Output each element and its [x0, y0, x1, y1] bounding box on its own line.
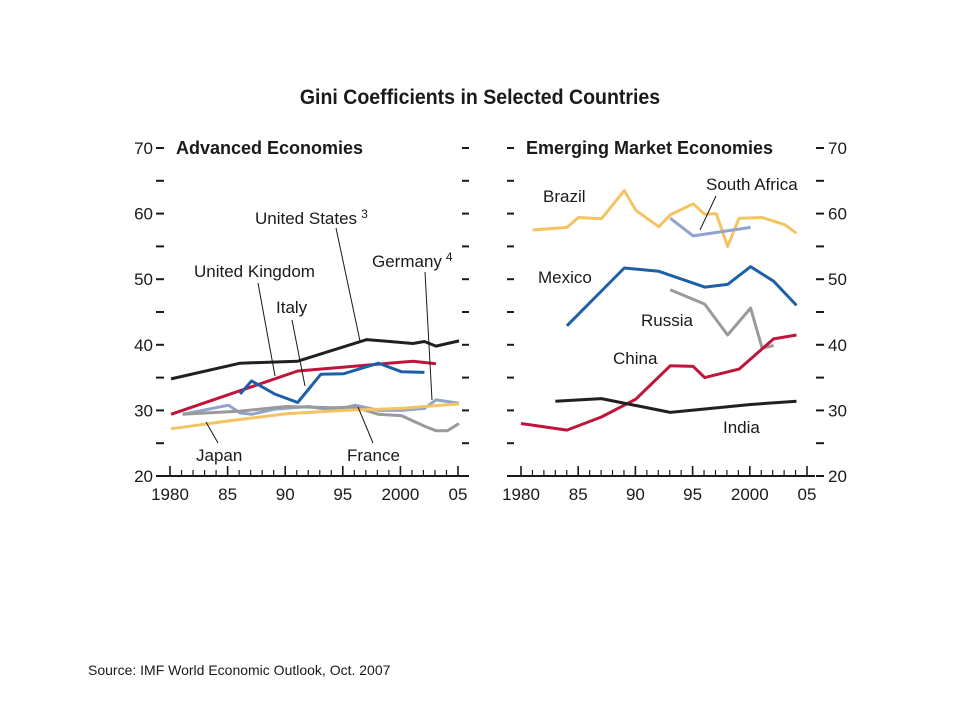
adv-x-tick-label-2000: 2000 — [381, 485, 419, 504]
series-name: France — [347, 446, 400, 465]
series-name: Italy — [276, 298, 308, 317]
footnote-marker: 4 — [446, 250, 453, 264]
adv-leader-japan — [205, 421, 219, 444]
adv-series-line-united-states — [170, 338, 460, 381]
emg-series-line-india — [555, 397, 797, 414]
emg-x-tick-label-1980: 1980 — [502, 485, 540, 504]
emg-series-label-mexico: Mexico — [538, 268, 592, 287]
adv-leader-italy — [291, 319, 306, 387]
emg-series-label-south-africa: South Africa — [706, 175, 798, 194]
panel-emerging-market-economies: Emerging Market Economies 20 30 40 50 60 70 19… — [502, 138, 847, 504]
panel-advanced-economies: Advanced Economies 20 30 40 50 60 70 1980 85 90 9… — [134, 138, 469, 504]
adv-y-tick-label-60: 60 — [134, 205, 153, 224]
adv-y-tick-label-30: 30 — [134, 401, 153, 420]
series-name: Japan — [196, 446, 242, 465]
adv-x-tick-label-05: 05 — [449, 485, 468, 504]
series-name: Russia — [641, 311, 694, 330]
adv-leader-united-states — [335, 227, 361, 342]
adv-x-tick-label-95: 95 — [333, 485, 352, 504]
adv-x-tick-label-90: 90 — [276, 485, 295, 504]
emg-series-line-china — [520, 333, 797, 432]
series-name: South Africa — [706, 175, 798, 194]
series-name: India — [723, 418, 760, 437]
series-name: United States — [255, 209, 357, 228]
emg-y-tick-label-70: 70 — [828, 139, 847, 158]
series-name: United Kingdom — [194, 262, 315, 281]
adv-leader-germany — [424, 271, 433, 401]
adv-series-label-japan: Japan — [196, 446, 242, 465]
emg-y-tick-label-40: 40 — [828, 336, 847, 355]
adv-y-tick-label-70: 70 — [134, 139, 153, 158]
series-name: Mexico — [538, 268, 592, 287]
emg-series-label-india: India — [723, 418, 760, 437]
adv-y-tick-label-40: 40 — [134, 336, 153, 355]
source-note: Source: IMF World Economic Outlook, Oct.… — [88, 662, 391, 678]
adv-y-tick-label-50: 50 — [134, 270, 153, 289]
adv-x-tick-label-85: 85 — [218, 485, 237, 504]
adv-series-label-italy: Italy — [276, 298, 308, 317]
adv-series-line-france — [182, 405, 460, 433]
adv-leader-united-kingdom — [257, 282, 276, 377]
emg-x-tick-label-85: 85 — [569, 485, 588, 504]
adv-series-label-germany: Germany 4 — [372, 250, 453, 271]
adv-y-tick-label-20: 20 — [134, 467, 153, 486]
emg-x-tick-label-05: 05 — [798, 485, 817, 504]
emg-series-label-brazil: Brazil — [543, 187, 586, 206]
adv-series-label-united-kingdom: United Kingdom — [194, 262, 315, 281]
emg-series-label-russia: Russia — [641, 311, 694, 330]
emg-x-tick-label-95: 95 — [683, 485, 702, 504]
adv-leader-france — [357, 406, 374, 444]
emg-x-tick-label-90: 90 — [626, 485, 645, 504]
chart-title: Gini Coefficients in Selected Countries — [299, 86, 661, 109]
adv-series-line-italy — [238, 361, 425, 404]
emg-y-tick-label-60: 60 — [828, 205, 847, 224]
adv-series-line-japan — [170, 402, 460, 431]
emg-series-line-south-africa — [669, 217, 751, 238]
emg-leader-south-africa — [699, 195, 717, 231]
adv-series-label-united-states: United States 3 — [255, 207, 368, 228]
series-name: Germany — [372, 252, 442, 271]
emg-y-tick-label-30: 30 — [828, 401, 847, 420]
emg-x-tick-label-2000: 2000 — [731, 485, 769, 504]
series-name: Brazil — [543, 187, 586, 206]
adv-series-line-united-kingdom — [170, 359, 437, 416]
panel-title-advanced-economies: Advanced Economies — [176, 138, 363, 158]
emg-y-tick-label-20: 20 — [828, 467, 847, 486]
emg-y-tick-label-50: 50 — [828, 270, 847, 289]
adv-x-tick-label-1980: 1980 — [151, 485, 189, 504]
emg-series-line-brazil — [532, 189, 798, 248]
emg-series-line-mexico — [565, 265, 798, 327]
footnote-marker: 3 — [361, 207, 368, 221]
panel-title-emerging-market-economies: Emerging Market Economies — [526, 138, 773, 158]
emg-series-label-china: China — [613, 349, 658, 368]
adv-series-label-france: France — [347, 446, 400, 465]
series-name: China — [613, 349, 658, 368]
